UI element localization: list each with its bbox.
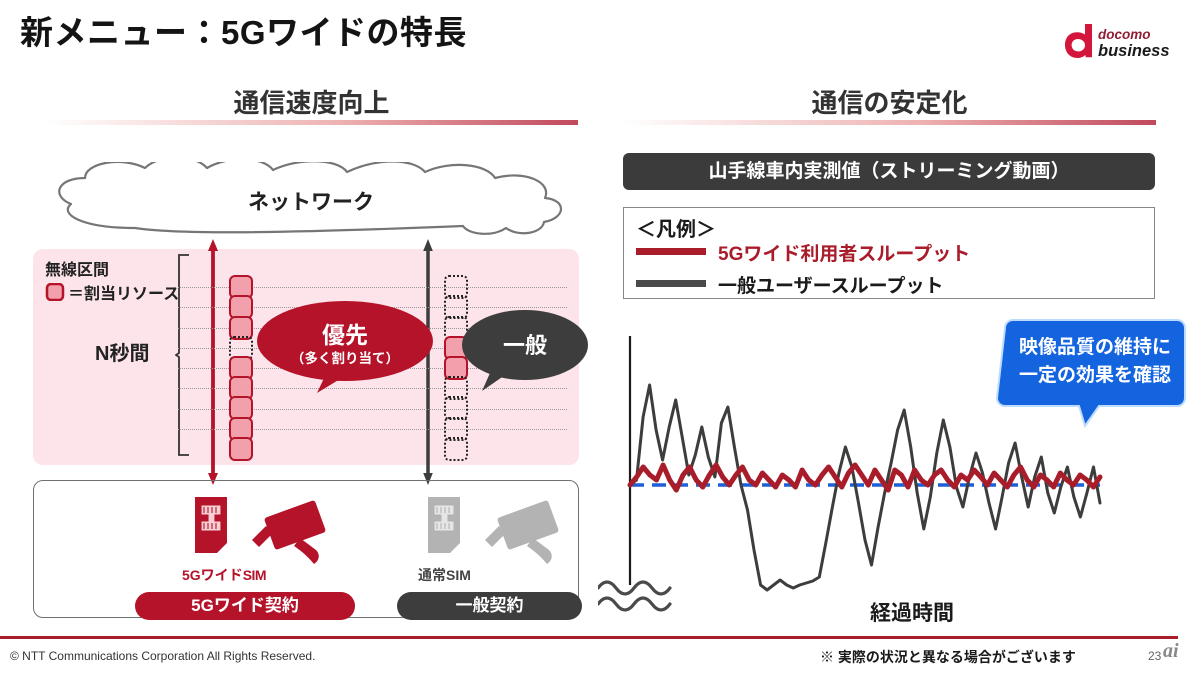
svg-text:ネットワーク: ネットワーク [248,191,374,214]
svg-text:一定の効果を確認: 一定の効果を確認 [1019,364,1171,386]
svg-text:映像品質の維持に: 映像品質の維持に [1019,336,1171,358]
svg-text:（多く割り当て）: （多く割り当て） [291,350,399,366]
svg-text:docomo: docomo [1098,27,1151,42]
svg-text:一般: 一般 [503,333,547,358]
svg-text:優先: 優先 [322,322,368,348]
svg-text:business: business [1098,42,1170,60]
